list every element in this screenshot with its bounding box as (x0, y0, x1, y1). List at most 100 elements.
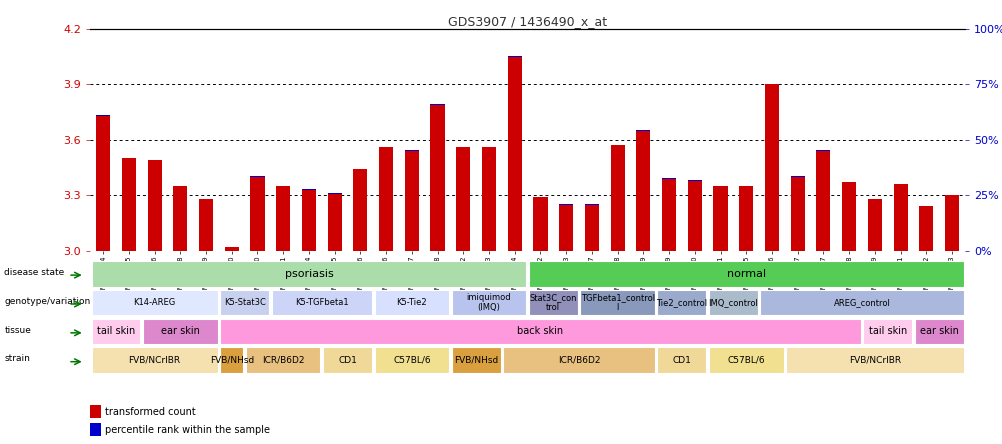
Bar (143, 319, 217, 344)
Bar (224, 246, 238, 247)
Bar (503, 348, 654, 373)
Text: tissue: tissue (4, 325, 31, 334)
Bar (250, 176, 265, 177)
Bar (863, 319, 911, 344)
Bar (610, 146, 624, 251)
Bar (91, 348, 217, 373)
Text: back skin: back skin (517, 326, 563, 337)
Text: Tie2_control: Tie2_control (655, 298, 706, 307)
Text: K5-Stat3C: K5-Stat3C (223, 298, 266, 307)
Text: ICR/B6D2: ICR/B6D2 (557, 356, 599, 365)
Bar (430, 104, 444, 105)
Bar (765, 84, 779, 251)
Bar (96, 115, 110, 116)
Text: tail skin: tail skin (868, 326, 906, 337)
Text: TGFbeta1_control
l: TGFbeta1_control l (580, 293, 654, 312)
Bar (635, 131, 649, 251)
Text: ear skin: ear skin (160, 326, 199, 337)
Bar (276, 186, 290, 251)
Text: C57BL/6: C57BL/6 (393, 356, 430, 365)
Text: transformed count: transformed count (104, 407, 195, 416)
Bar (198, 199, 212, 251)
Bar (944, 195, 958, 251)
Bar (635, 130, 649, 131)
Text: tail skin: tail skin (97, 326, 135, 337)
Text: FVB/NCrIBR: FVB/NCrIBR (128, 356, 180, 365)
Bar (584, 205, 598, 251)
Text: strain: strain (4, 354, 30, 363)
Bar (610, 145, 624, 146)
Bar (657, 290, 705, 315)
Text: FVB/NHsd: FVB/NHsd (209, 356, 254, 365)
Bar (96, 116, 110, 251)
Bar (867, 199, 881, 251)
Bar (91, 319, 140, 344)
Bar (765, 83, 779, 84)
Bar (708, 348, 783, 373)
Bar (328, 193, 342, 194)
Title: GDS3907 / 1436490_x_at: GDS3907 / 1436490_x_at (448, 15, 606, 28)
Text: imiquimod
(IMQ): imiquimod (IMQ) (466, 293, 511, 312)
Bar (558, 205, 573, 251)
Bar (90, 423, 101, 436)
Bar (786, 348, 963, 373)
Bar (451, 290, 526, 315)
Bar (121, 159, 136, 251)
Text: K5-Tie2: K5-Tie2 (396, 298, 427, 307)
Bar (323, 348, 372, 373)
Bar (867, 198, 881, 199)
Bar (272, 290, 372, 315)
Bar (528, 261, 963, 286)
Bar (220, 290, 269, 315)
Bar (91, 290, 217, 315)
Bar (91, 261, 526, 286)
Bar (328, 194, 342, 251)
Bar (918, 206, 933, 251)
Bar (893, 184, 907, 251)
Bar (302, 190, 316, 251)
Bar (790, 177, 804, 251)
Text: CD1: CD1 (671, 356, 690, 365)
Bar (507, 57, 521, 251)
Text: ICR/B6D2: ICR/B6D2 (262, 356, 305, 365)
Bar (842, 182, 856, 251)
Bar (528, 290, 577, 315)
Text: genotype/variation: genotype/variation (4, 297, 90, 305)
Bar (712, 186, 726, 251)
Text: K14-AREG: K14-AREG (133, 298, 175, 307)
Bar (220, 348, 243, 373)
Bar (760, 290, 963, 315)
Bar (580, 290, 654, 315)
Bar (816, 151, 830, 251)
Bar (790, 176, 804, 177)
Bar (353, 169, 367, 170)
Bar (121, 158, 136, 159)
Text: K5-TGFbeta1: K5-TGFbeta1 (295, 298, 349, 307)
Bar (224, 247, 238, 251)
Bar (245, 348, 321, 373)
Bar (90, 405, 101, 418)
Text: IMQ_control: IMQ_control (707, 298, 758, 307)
Bar (250, 177, 265, 251)
Bar (353, 170, 367, 251)
Bar (481, 147, 496, 251)
Bar (374, 348, 449, 373)
Bar (173, 186, 187, 251)
Text: ear skin: ear skin (919, 326, 958, 337)
Bar (584, 204, 598, 205)
Bar (533, 197, 547, 251)
Text: psoriasis: psoriasis (285, 269, 333, 279)
Bar (708, 290, 758, 315)
Bar (451, 348, 500, 373)
Bar (456, 147, 470, 251)
Text: normal: normal (725, 269, 766, 279)
Bar (147, 160, 161, 251)
Bar (405, 151, 419, 251)
Bar (430, 105, 444, 251)
Bar (302, 189, 316, 190)
Bar (738, 186, 753, 251)
Bar (914, 319, 963, 344)
Bar (661, 178, 675, 251)
Bar (687, 180, 701, 181)
Text: FVB/NCrIBR: FVB/NCrIBR (848, 356, 900, 365)
